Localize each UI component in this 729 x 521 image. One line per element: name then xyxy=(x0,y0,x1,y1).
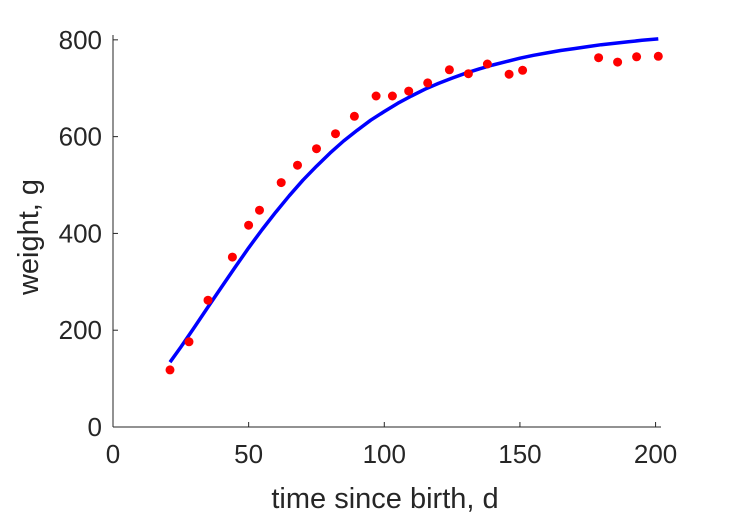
x-tick-label: 0 xyxy=(106,439,120,469)
data-point xyxy=(371,91,381,101)
y-tick-label: 0 xyxy=(88,412,102,442)
data-points-layer xyxy=(165,51,663,375)
x-tick-label: 200 xyxy=(634,439,677,469)
data-point xyxy=(184,337,194,347)
data-point xyxy=(349,111,359,121)
x-tick-label: 150 xyxy=(498,439,541,469)
data-point xyxy=(227,252,237,262)
data-point xyxy=(518,65,528,75)
axes xyxy=(112,35,661,428)
y-tick-label: 600 xyxy=(59,122,102,152)
data-point xyxy=(444,65,454,75)
data-point xyxy=(331,129,340,139)
y-tick-label: 800 xyxy=(59,25,102,55)
data-point xyxy=(463,69,473,79)
data-point xyxy=(632,52,642,62)
x-tick-label: 50 xyxy=(234,439,263,469)
data-point xyxy=(312,144,321,154)
fitted-curve xyxy=(168,37,659,364)
data-point xyxy=(404,86,414,96)
fitted-curve-layer xyxy=(168,37,659,364)
x-axis-label: time since birth, d xyxy=(271,483,498,515)
data-point xyxy=(244,220,254,230)
x-tick-layer: 0 50 100 150 200 xyxy=(106,422,677,469)
data-point xyxy=(423,78,433,88)
data-point xyxy=(165,365,175,375)
y-tick-label: 200 xyxy=(59,315,102,345)
y-tick-label: 400 xyxy=(59,218,102,248)
data-point xyxy=(276,178,286,188)
data-point xyxy=(387,91,397,101)
data-point xyxy=(594,53,604,63)
data-point xyxy=(613,57,623,67)
x-tick-label: 100 xyxy=(363,439,406,469)
y-tick-layer: 0 200 400 600 800 xyxy=(59,25,118,442)
data-point xyxy=(504,69,514,79)
data-point xyxy=(203,295,213,305)
y-axis-label: weight, g xyxy=(13,179,45,296)
data-point xyxy=(293,160,302,170)
data-point xyxy=(653,51,663,61)
data-point xyxy=(255,205,264,215)
data-point xyxy=(482,59,492,69)
